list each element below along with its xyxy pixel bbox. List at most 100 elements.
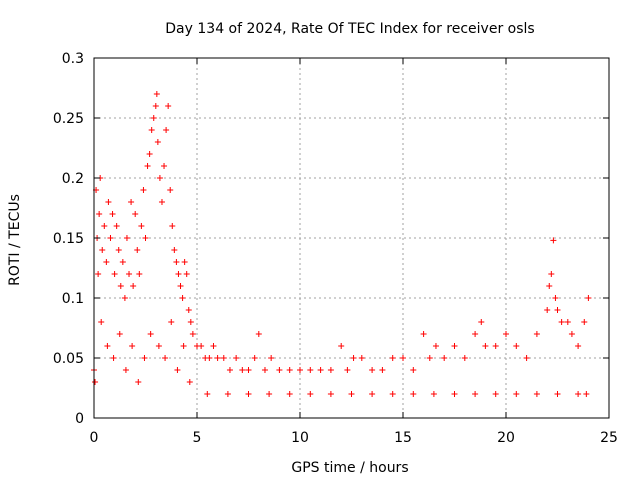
data-point [239,367,246,373]
data-point [276,367,283,373]
data-point [478,319,485,325]
y-axis-label: ROTI / TECUs [7,194,23,286]
data-point [177,283,184,289]
data-point [255,331,262,337]
data-point [152,103,159,109]
data-point [533,331,540,337]
data-point [148,127,155,133]
data-point [183,271,190,277]
x-tick-label: 0 [90,430,99,446]
data-point [245,367,252,373]
data-point [492,343,499,349]
data-point [307,367,314,373]
data-point [533,391,540,397]
data-point [189,331,196,337]
data-point [432,343,439,349]
data-point [226,367,233,373]
data-point [153,91,160,97]
data-point [568,331,575,337]
data-point [266,391,273,397]
data-point [175,271,182,277]
data-point [441,355,448,361]
data-point [92,379,99,385]
data-point [585,295,592,301]
data-point [286,391,293,397]
chart-title: Day 134 of 2024, Rate Of TEC Index for r… [165,21,534,37]
data-point [185,307,192,313]
data-point [472,331,479,337]
data-point [389,355,396,361]
y-tick-label: 0.25 [53,111,84,127]
x-tick-label: 10 [291,430,309,446]
data-point [564,319,571,325]
data-point [410,367,417,373]
x-tick-label: 15 [394,430,412,446]
data-point [171,247,178,253]
data-point [581,319,588,325]
data-point [198,343,205,349]
data-point [163,127,170,133]
data-point [430,391,437,397]
y-tick-label: 0.05 [53,351,84,367]
data-point [169,223,176,229]
data-point [96,211,103,217]
data-point [544,307,551,313]
data-point [162,355,169,361]
data-point [128,199,135,205]
data-point [554,391,561,397]
data-point [245,391,252,397]
data-point [150,115,157,121]
data-point [167,187,174,193]
data-point [141,355,148,361]
y-tick-label: 0.3 [62,51,84,67]
data-point [187,319,194,325]
data-point [451,391,458,397]
y-tick-label: 0 [75,411,84,427]
data-point [410,391,417,397]
data-point [179,295,186,301]
data-point [350,355,357,361]
data-point [154,139,161,145]
data-point [168,319,175,325]
data-points [91,91,592,397]
data-point [135,379,142,385]
data-point [550,237,557,244]
data-point [104,343,111,349]
data-point [420,331,427,337]
data-point [327,367,334,373]
x-tick-label: 20 [497,430,515,446]
data-point [181,259,188,265]
data-point [513,343,520,349]
data-point [286,367,293,373]
data-point [155,343,162,349]
data-point [186,379,193,385]
data-point [165,103,172,109]
data-point [142,235,149,241]
x-axis-label: GPS time / hours [291,460,408,476]
data-point [110,355,117,361]
data-point [575,391,582,397]
data-point [134,247,141,253]
data-point [379,367,386,373]
data-point [140,187,147,193]
data-point [107,235,114,241]
data-point [317,367,324,373]
data-point [214,355,221,361]
data-point [204,391,211,397]
data-point [546,283,553,289]
data-point [369,367,376,373]
data-point [98,319,105,325]
data-point [426,355,433,361]
data-point [99,247,106,253]
data-point [400,355,406,361]
data-point [268,355,275,361]
data-point [116,331,123,337]
data-point [95,271,102,277]
data-point [180,343,187,349]
data-point [338,343,345,349]
data-point [122,367,129,373]
data-point [523,355,530,361]
data-point [327,391,334,397]
